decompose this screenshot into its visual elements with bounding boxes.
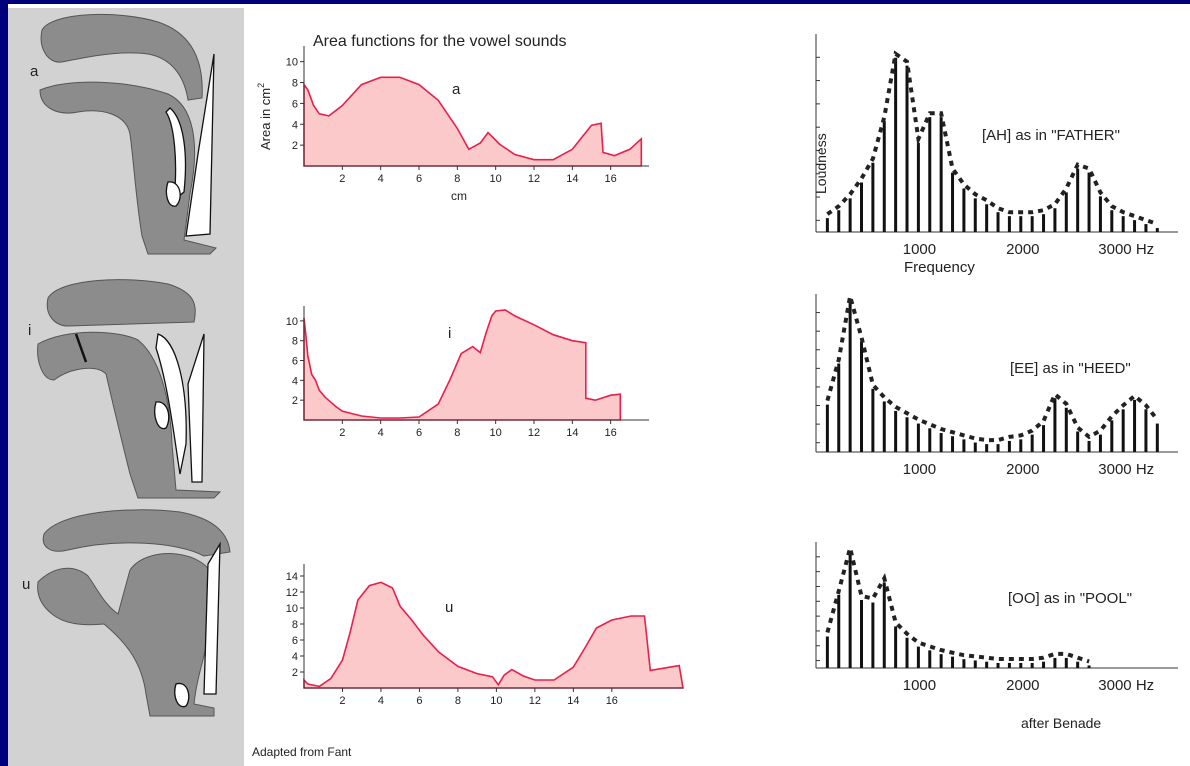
x-tick-label: 10 <box>490 173 502 185</box>
x-tick-label: 14 <box>566 427 578 439</box>
spectrum-x-tick-label: 1000 <box>903 461 936 478</box>
x-tick-label: 12 <box>529 695 541 707</box>
spectrum-x-tick-label: 1000 <box>903 241 936 258</box>
area-plot-i: 2 4 6 8 10 12 14 16 2 4 6 8 10 i <box>286 306 649 439</box>
vocal-tract-column: a i u <box>8 8 244 766</box>
vocal-tract-a <box>39 13 217 255</box>
area-xlabel-cm: cm <box>451 189 467 203</box>
y-tick-label: 12 <box>286 587 298 599</box>
y-tick-label: 4 <box>292 375 298 387</box>
spectrum-label-ah: [AH] as in "FATHER" <box>982 127 1120 144</box>
y-tick-label: 6 <box>292 98 298 110</box>
y-tick-label: 8 <box>292 336 298 348</box>
area-ylabel: Area in cm2 <box>256 83 273 150</box>
area-title: Area functions for the vowel sounds <box>313 33 566 50</box>
y-tick-label: 14 <box>286 571 298 583</box>
y-tick-label: 2 <box>292 140 298 152</box>
spectrum-x-tick-label: 2000 <box>1006 241 1039 258</box>
y-ticks-i: 2 4 6 8 10 <box>286 316 304 407</box>
spectrum-xlabel: Frequency <box>904 259 975 276</box>
x-ticks-i: 2 4 6 8 10 12 14 16 <box>339 420 617 439</box>
spectrum-envelope-ee <box>825 295 1159 443</box>
x-tick-label: 4 <box>378 695 384 707</box>
credit-fant: Adapted from Fant <box>252 745 352 759</box>
x-tick-label: 2 <box>339 695 345 707</box>
spectrum-label-oo: [OO] as in "POOL" <box>1008 590 1132 607</box>
x-tick-label: 4 <box>378 427 384 439</box>
spectrum-ee: 1000 2000 3000 Hz [EE] as in "HEED" <box>815 294 1178 478</box>
y-tick-label: 8 <box>292 619 298 631</box>
area-vowel-u: u <box>445 599 453 616</box>
y-tick-label: 4 <box>292 119 298 131</box>
spectrum-yticks-oo <box>816 556 820 662</box>
area-fill-u <box>303 581 684 689</box>
area-plot-a: 2 4 6 8 10 12 14 16 2 4 6 8 10 a cm Area in cm2 <box>256 46 649 203</box>
x-tick-label: 2 <box>339 173 345 185</box>
y-tick-label: 6 <box>292 635 298 647</box>
x-tick-label: 8 <box>455 695 461 707</box>
tract-label-a: a <box>30 63 39 80</box>
area-vowel-i: i <box>448 325 451 342</box>
x-tick-label: 16 <box>605 173 617 185</box>
spectrum-envelope-ah <box>826 50 1158 226</box>
x-tick-label: 14 <box>566 173 578 185</box>
x-tick-label: 16 <box>605 427 617 439</box>
y-tick-label: 8 <box>292 78 298 90</box>
spectrum-x-tick-label: 3000 Hz <box>1098 461 1154 478</box>
x-tick-label: 8 <box>454 173 460 185</box>
x-ticks-a: 2 4 6 8 10 12 14 16 <box>339 166 617 185</box>
x-tick-label: 2 <box>339 427 345 439</box>
y-tick-label: 6 <box>292 356 298 368</box>
y-ticks-a: 2 4 6 8 10 <box>286 57 304 152</box>
x-tick-label: 12 <box>528 427 540 439</box>
y-tick-label: 10 <box>286 57 298 69</box>
spectrum-yticks-ee <box>816 312 820 444</box>
credit-benade: after Benade <box>1021 715 1101 731</box>
tract-label-u: u <box>22 576 30 593</box>
x-tick-label: 10 <box>490 695 502 707</box>
vowel-figure: a i u Area functions for the vowel sound… <box>8 8 1178 766</box>
spectrum-x-tick-label: 3000 Hz <box>1098 241 1154 258</box>
spectrum-x-tick-label: 2000 <box>1006 677 1039 694</box>
x-tick-label: 10 <box>490 427 502 439</box>
spectrum-xlabels-oo: 1000 2000 3000 Hz <box>903 677 1154 694</box>
spectrum-ylabel: Loudness <box>813 133 829 194</box>
y-tick-label: 2 <box>292 667 298 679</box>
x-tick-label: 6 <box>416 427 422 439</box>
y-tick-label: 10 <box>286 603 298 615</box>
x-tick-label: 14 <box>567 695 579 707</box>
x-tick-label: 16 <box>606 695 618 707</box>
x-tick-label: 6 <box>416 173 422 185</box>
vocal-tract-u <box>37 509 231 717</box>
area-vowel-a: a <box>452 81 461 98</box>
x-tick-label: 6 <box>416 695 422 707</box>
x-ticks-u: 2 4 6 8 10 12 14 16 <box>339 688 618 707</box>
spectrum-xlabels-ee: 1000 2000 3000 Hz <box>903 461 1154 478</box>
spectrum-xlabels-ah: 1000 2000 3000 Hz <box>903 241 1154 258</box>
spectrum-x-tick-label: 3000 Hz <box>1098 677 1154 694</box>
spectrum-ah: 1000 2000 3000 Hz [AH] as in "FATHER" Loud… <box>813 34 1178 276</box>
spectrum-x-tick-label: 1000 <box>903 677 936 694</box>
spectrum-label-ee: [EE] as in "HEED" <box>1010 360 1131 377</box>
y-ticks-u: 2 4 6 8 10 12 14 <box>286 571 304 679</box>
spectrum-oo: 1000 2000 3000 Hz [OO] as in "POOL" <box>815 542 1178 694</box>
spectrum-x-tick-label: 2000 <box>1006 461 1039 478</box>
spectrum-bars-ee <box>825 300 1159 452</box>
tract-label-i: i <box>28 322 31 339</box>
vocal-tract-i <box>37 279 222 499</box>
figure-panel: a i u Area functions for the vowel sound… <box>8 4 1190 766</box>
y-tick-label: 4 <box>292 651 298 663</box>
x-tick-label: 8 <box>454 427 460 439</box>
area-fill-i <box>303 309 622 421</box>
x-tick-label: 12 <box>528 173 540 185</box>
x-tick-label: 4 <box>378 173 384 185</box>
y-tick-label: 2 <box>292 395 298 407</box>
spectrum-yticks-ah <box>816 56 820 221</box>
area-fill-a <box>303 76 643 167</box>
y-tick-label: 10 <box>286 316 298 328</box>
area-plot-u: 2 4 6 8 10 12 14 16 2 4 6 8 10 12 14 u <box>286 564 684 707</box>
spectrum-bars-ah <box>825 57 1159 232</box>
spectrum-bars-oo <box>825 552 1091 668</box>
